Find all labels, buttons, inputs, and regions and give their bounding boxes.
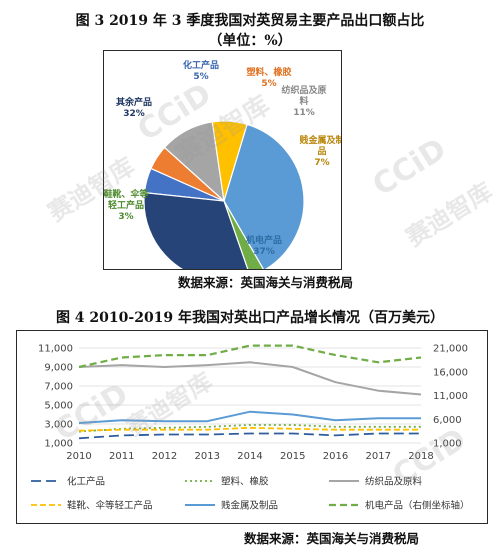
series-line-4 [78, 410, 421, 424]
figure3-subtitle: （单位：%） [208, 33, 292, 49]
series-line-1 [78, 424, 421, 433]
legend-label-5: 机电产品（右侧坐标轴） [365, 500, 470, 512]
figure4-source: 数据来源：英国海关与消费税局 [244, 531, 420, 546]
x-tick-4: 2014 [237, 451, 262, 462]
y-left-tick-3: 7,000 [44, 382, 73, 393]
x-tick-6: 2016 [323, 451, 348, 462]
x-tick-0: 2010 [66, 451, 91, 462]
x-tick-1: 2011 [109, 451, 134, 462]
series-line-3 [78, 426, 421, 432]
series-line-2 [78, 361, 422, 396]
legend-label-2: 纺织品及原料 [365, 476, 423, 488]
legend-label-4: 贱金属及制品 [221, 500, 278, 512]
line-chart: 1,000 3,000 5,000 7,000 9,000 11,000 1,000 6,00… [31, 344, 470, 512]
series-line-5 [78, 344, 422, 369]
pie-label-5: 鞋靴、伞等轻工产品 3% [104, 188, 149, 222]
watermark-logo-2: CCiD [366, 131, 453, 204]
x-tick-2: 2012 [152, 451, 177, 462]
figure3-title: 图 3 2019 年 3 季度我国对英贸易主要产品出口额占比 [75, 13, 425, 29]
y-left-tick-5: 11,000 [38, 344, 73, 355]
y-left-tick-0: 1,000 [44, 439, 73, 450]
y-left-tick-2: 5,000 [44, 401, 73, 412]
x-tick-5: 2015 [280, 451, 305, 462]
legend-label-1: 塑料、橡胶 [221, 476, 269, 488]
series-line-0 [78, 432, 421, 440]
pie-label-2: 纺织品及原料 11% [281, 84, 326, 118]
pie-label-6: 其余产品 32% [116, 96, 152, 119]
y-right-tick-2: 11,000 [433, 391, 468, 402]
y-left-tick-1: 3,000 [44, 420, 73, 431]
figure4-title: 图 4 2010-2019 年我国对英出口产品增长情况（百万美元） [55, 310, 445, 326]
pie-chart: 化工产品 5% 塑料、橡胶 5%纺织品及原料 11% 贱金属及制品 7% 机电产品 37% 鞋靴、… [103, 59, 345, 282]
x-tick-3: 2013 [195, 451, 220, 462]
watermark-text-3: 赛迪智库 [401, 177, 498, 252]
pie-label-0: 化工产品 5% [183, 59, 219, 82]
pie-slice-4 [223, 123, 305, 272]
legend-label-3: 鞋靴、伞等轻工产品 [67, 500, 153, 512]
pie-label-3: 贱金属及制品 7% [299, 134, 341, 168]
x-tick-8: 2018 [408, 451, 433, 462]
line-chart-frame: 1,000 3,000 5,000 7,000 9,000 11,000 1,000 6,00… [16, 330, 488, 524]
y-right-tick-1: 6,000 [433, 415, 462, 426]
pie-label-1: 塑料、橡胶 5% [246, 66, 291, 89]
y-right-tick-4: 21,000 [433, 344, 468, 355]
figure3-source: 数据来源：英国海关与消费税局 [178, 275, 354, 290]
x-tick-7: 2017 [366, 451, 391, 462]
y-right-tick-3: 16,000 [433, 367, 468, 378]
y-left-tick-4: 9,000 [44, 363, 73, 374]
legend-label-0: 化工产品 [67, 476, 105, 488]
y-right-tick-0: 1,000 [433, 439, 462, 450]
pie-label-4: 机电产品 37% [246, 234, 282, 257]
pie-chart-frame: 化工产品 5% 塑料、橡胶 5% 纺织品及原料 11% 贱金属及制品 7% 机电产品 37% 鞋靴、… [103, 50, 345, 282]
